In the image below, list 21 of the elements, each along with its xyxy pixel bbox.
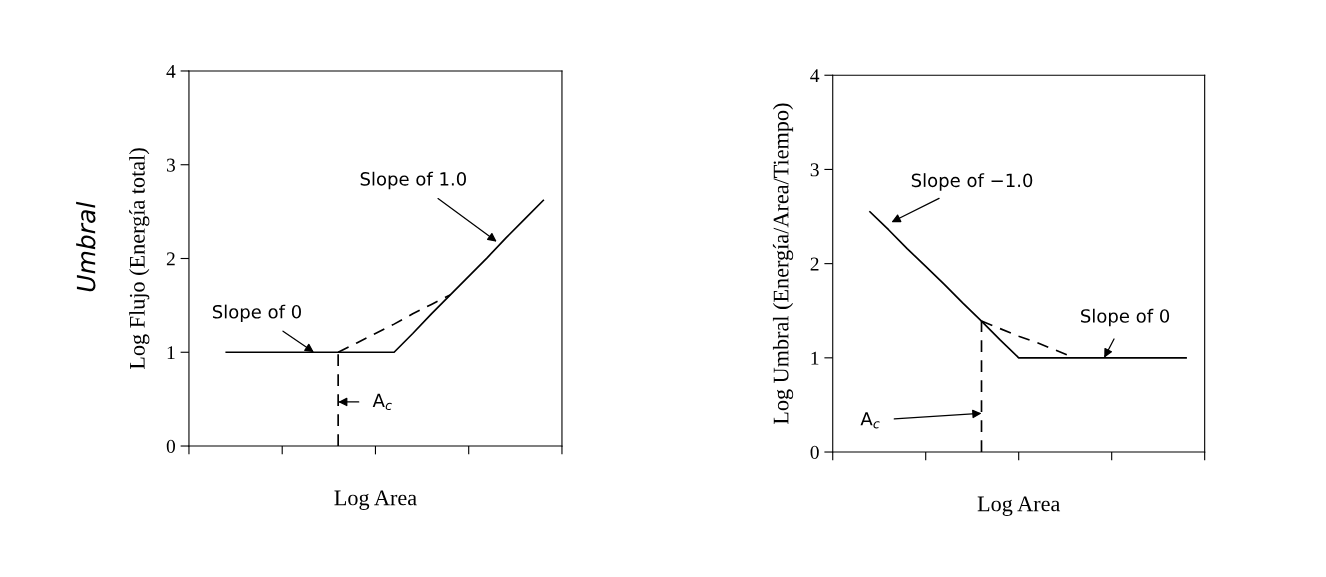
y-tick-label: 2 [166,252,175,266]
annotation: Slope of −1.0 [911,173,1033,191]
y-tick-label: 3 [166,158,175,172]
y-tick-label: 0 [810,445,819,459]
y-tick-label: 4 [810,69,820,82]
y-tick-label: 2 [810,257,819,271]
y-tick-label: 1 [167,346,175,359]
y-axis-title: Log Flujo (Energía total) [129,148,150,370]
x-axis-title: Log Area [977,496,1061,516]
annotation: Slope of 0 [1081,308,1170,327]
y-tick-label: 3 [810,163,819,177]
annotation: A$_{c}$ [860,412,880,429]
y-tick-label: 4 [166,64,176,78]
annotation: Slope of 1.0 [360,171,466,190]
y-tick-label: 1 [811,351,819,365]
text: Umbral [76,201,96,292]
annotation: Slope of 0 [212,304,301,323]
annotation: A$_{c}$ [372,393,392,411]
y-tick-label: 0 [166,439,176,453]
y-axis-title: Log Umbral (Energía/Area/Tiempo) [772,103,794,425]
x-axis-title: Log Area [334,490,417,510]
